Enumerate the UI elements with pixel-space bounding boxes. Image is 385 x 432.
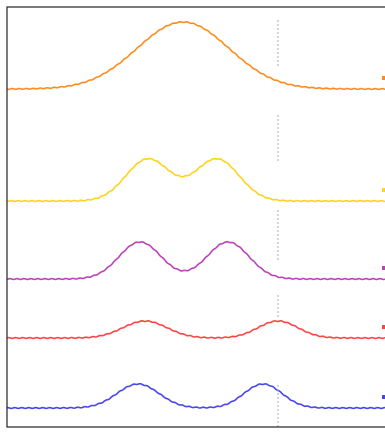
series-line-2 <box>6 157 385 203</box>
legend-marker-5 <box>382 395 385 399</box>
legend-markers <box>382 76 385 399</box>
legend-marker-3 <box>382 266 385 270</box>
series-lines <box>6 20 385 410</box>
series-line-4 <box>6 319 385 340</box>
legend-marker-1 <box>382 76 385 80</box>
series-line-5 <box>6 382 385 410</box>
legend-marker-4 <box>382 325 385 329</box>
plot-frame <box>6 6 385 428</box>
series-line-3 <box>6 240 385 281</box>
series-line-1 <box>6 20 385 91</box>
legend-marker-2 <box>382 188 385 192</box>
